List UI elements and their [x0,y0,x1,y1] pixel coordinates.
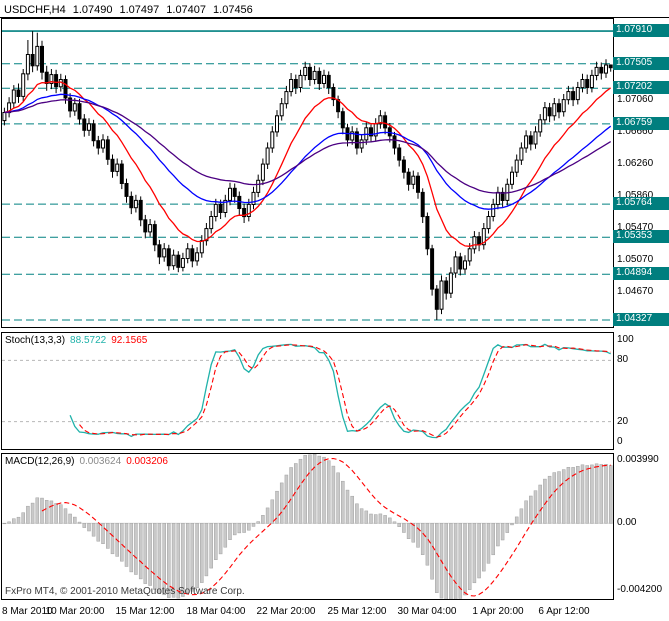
macd-axis-tick: -0.004200 [617,584,663,595]
price-level-label: 1.05764 [613,197,669,210]
quote-close: 1.07456 [213,4,253,16]
macd-name: MACD(12,26,9) [5,456,75,467]
symbol-period-label: USDCHF,H4 [4,4,66,16]
price-axis-tick: 1.05470 [617,222,654,233]
stochastic-value-signal: 92.1565 [111,335,148,346]
stoch-axis-tick: 80 [617,354,629,365]
stoch-axis-tick: 20 [617,416,629,427]
stochastic-label: Stoch(13,3,3) 88.5722 92.1565 [5,335,152,346]
stochastic-chart-canvas[interactable] [2,333,613,449]
time-axis-label: 18 Mar 04:00 [186,606,246,617]
price-level-label: 1.06759 [613,117,669,130]
stochastic-value-main: 88.5722 [70,335,107,346]
stoch-axis-tick: 100 [617,334,634,345]
macd-chart-canvas[interactable] [2,454,613,599]
macd-value-signal: 0.003206 [126,456,168,467]
price-axis-tick: 1.05860 [617,190,654,201]
candlestick-chart-canvas[interactable] [2,19,613,327]
time-axis-label: 25 Mar 12:00 [327,606,387,617]
macd-label: MACD(12,26,9) 0.003624 0.003206 [5,456,173,467]
price-level-label: 1.07910 [613,24,669,37]
macd-value-main: 0.003624 [79,456,122,467]
price-axis-tick: 1.05070 [617,254,654,265]
quote-open: 1.07490 [72,4,113,16]
time-axis-label: 1 Apr 20:00 [472,606,524,617]
stochastic-panel[interactable]: Stoch(13,3,3) 88.5722 92.1565 [1,332,614,450]
price-axis-tick: 1.06660 [617,126,654,137]
price-level-label: 1.04327 [613,313,669,326]
price-axis-tick: 1.04670 [617,286,654,297]
macd-axis-tick: 0.00 [617,517,637,528]
time-axis-label: 22 Mar 20:00 [256,606,316,617]
time-axis-label: 6 Apr 12:00 [538,606,590,617]
chart-header: USDCHF,H4 1.07490 1.07497 1.07407 1.07456 [0,0,669,18]
time-axis-label: 8 Mar 2010 [2,606,53,617]
price-axis-tick: 1.07060 [617,94,654,105]
macd-panel[interactable]: MACD(12,26,9) 0.003624 0.003206 FxPro MT4,… [1,453,614,600]
quote-high: 1.07497 [119,4,160,16]
stoch-axis-tick: 0 [617,436,623,447]
time-axis-label: 15 Mar 12:00 [115,606,175,617]
quote-low: 1.07407 [166,4,207,16]
price-level-label: 1.07202 [613,81,669,94]
macd-axis-tick: 0.003990 [617,454,659,465]
time-axis-label: 30 Mar 04:00 [397,606,457,617]
price-level-label: 1.05353 [613,230,669,243]
time-axis-label: 10 Mar 20:00 [45,606,105,617]
price-axis-tick: 1.06260 [617,158,654,169]
copyright-text: FxPro MT4, © 2001-2010 MetaQuotes Softwa… [5,586,245,597]
price-level-label: 1.04894 [613,267,669,280]
stochastic-name: Stoch(13,3,3) [5,335,66,346]
price-chart-panel[interactable] [1,18,614,328]
price-level-label: 1.07505 [613,57,669,70]
